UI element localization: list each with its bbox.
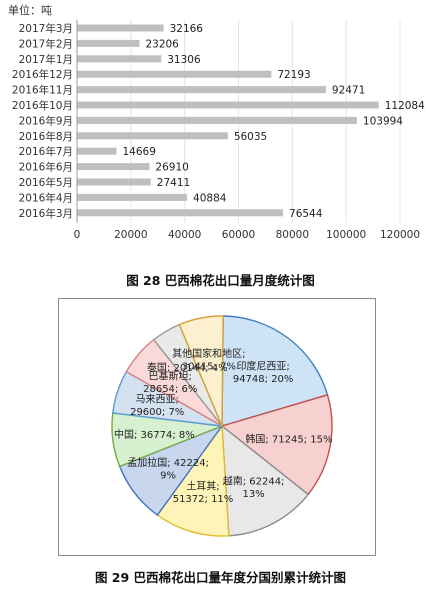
- pie-slice-label: 越南; 62244; 13%: [223, 474, 285, 500]
- x-tick-label: 40000: [168, 229, 201, 241]
- bar: [77, 86, 326, 94]
- pie-slice-label: 土耳其; 51372; 11%: [173, 480, 234, 506]
- bar: [77, 209, 284, 217]
- bar: [77, 163, 150, 171]
- y-tick-label: 2016年5月: [19, 176, 73, 189]
- pie-slice-label: 中国; 36774; 8%: [114, 428, 195, 441]
- bar: [77, 55, 162, 63]
- bar-value-label: 56035: [234, 131, 267, 143]
- bar-value-label: 92471: [332, 85, 365, 97]
- y-tick-label: 2016年9月: [19, 114, 73, 127]
- bar-chart: 单位：吨 2017年3月 32166 2017年2月 23206 2017年1月 3130…: [8, 3, 425, 241]
- pie-chart: 印度尼西亚; 94748; 20% 韩国; 71245; 15% 越南; 62244;…: [111, 315, 333, 537]
- y-tick-label: 2016年12月: [12, 68, 73, 81]
- x-tick-label: 80000: [276, 229, 309, 241]
- pie-slice: [178, 315, 224, 427]
- bar-value-label: 31306: [167, 54, 201, 66]
- x-tick-label: 100000: [326, 229, 366, 241]
- y-tick-label: 2017年3月: [19, 22, 73, 35]
- bar-value-label: 112084: [385, 100, 425, 112]
- unit-label: 单位：吨: [8, 3, 52, 17]
- bar-value-label: 27411: [157, 177, 190, 189]
- bar: [77, 24, 164, 32]
- x-tick-label: 0: [74, 229, 81, 241]
- bar-value-label: 26910: [155, 162, 188, 174]
- bar-value-label: 40884: [193, 192, 227, 204]
- bar: [77, 147, 117, 155]
- y-tick-label: 2016年10月: [12, 99, 73, 112]
- bar-chart-title: 图 28 巴西棉花出口量月度统计图: [126, 273, 315, 288]
- bar-series: 2017年3月 32166 2017年2月 23206 2017年1月 31306 2016…: [12, 22, 425, 220]
- pie-slice-label: 巴基斯坦; 28654; 6%: [143, 370, 197, 396]
- pie-slice-label: 印度尼西亚; 94748; 20%: [233, 360, 294, 386]
- bar: [77, 70, 272, 78]
- bar: [77, 116, 357, 124]
- bar-value-label: 72193: [277, 69, 310, 81]
- bar: [77, 39, 140, 47]
- bar-value-label: 23206: [145, 38, 179, 50]
- pie-slices: [111, 315, 333, 537]
- bar: [77, 101, 379, 109]
- pie-slice: [220, 394, 333, 496]
- pie-slice-label: 马来西亚; 29600; 7%: [130, 394, 184, 419]
- pie-slice-label: 其他国家和地区; 30415; 7%: [172, 347, 245, 373]
- x-tick-label: 20000: [114, 229, 147, 241]
- y-tick-label: 2016年6月: [19, 161, 73, 174]
- bar-value-label: 103994: [363, 115, 403, 127]
- bar-value-label: 14669: [122, 146, 155, 158]
- pie-slice-label: 韩国; 71245; 15%: [245, 433, 332, 446]
- y-tick-label: 2017年1月: [19, 53, 73, 66]
- y-tick-label: 2016年3月: [19, 207, 73, 220]
- bar-value-label: 76544: [289, 208, 323, 220]
- pie-slice: [221, 424, 310, 537]
- pie-chart-title: 图 29 巴西棉花出口量年度分国别累计统计图: [94, 570, 347, 585]
- y-tick-label: 2016年7月: [19, 145, 73, 158]
- x-tick-label: 60000: [222, 229, 255, 241]
- bar: [77, 193, 188, 201]
- x-axis: 0 20000 40000 60000 80000 100000 120000: [74, 20, 420, 241]
- x-tick-label: 120000: [380, 229, 420, 241]
- bar: [77, 132, 228, 140]
- y-tick-label: 2017年2月: [19, 37, 73, 50]
- pie-slice-label: 泰国; 20144; 4%: [147, 361, 228, 374]
- pie-slice-label: 孟加拉国; 42224; 9%: [127, 456, 209, 482]
- y-tick-label: 2016年4月: [19, 191, 73, 204]
- pie-slice: [156, 424, 230, 537]
- pie-labels: 印度尼西亚; 94748; 20% 韩国; 71245; 15% 越南; 62244;…: [114, 347, 333, 505]
- bar-value-label: 32166: [170, 23, 204, 35]
- y-tick-label: 2016年11月: [12, 84, 73, 97]
- pie-slice: [221, 315, 329, 427]
- y-tick-label: 2016年8月: [19, 130, 73, 143]
- bar: [77, 178, 151, 186]
